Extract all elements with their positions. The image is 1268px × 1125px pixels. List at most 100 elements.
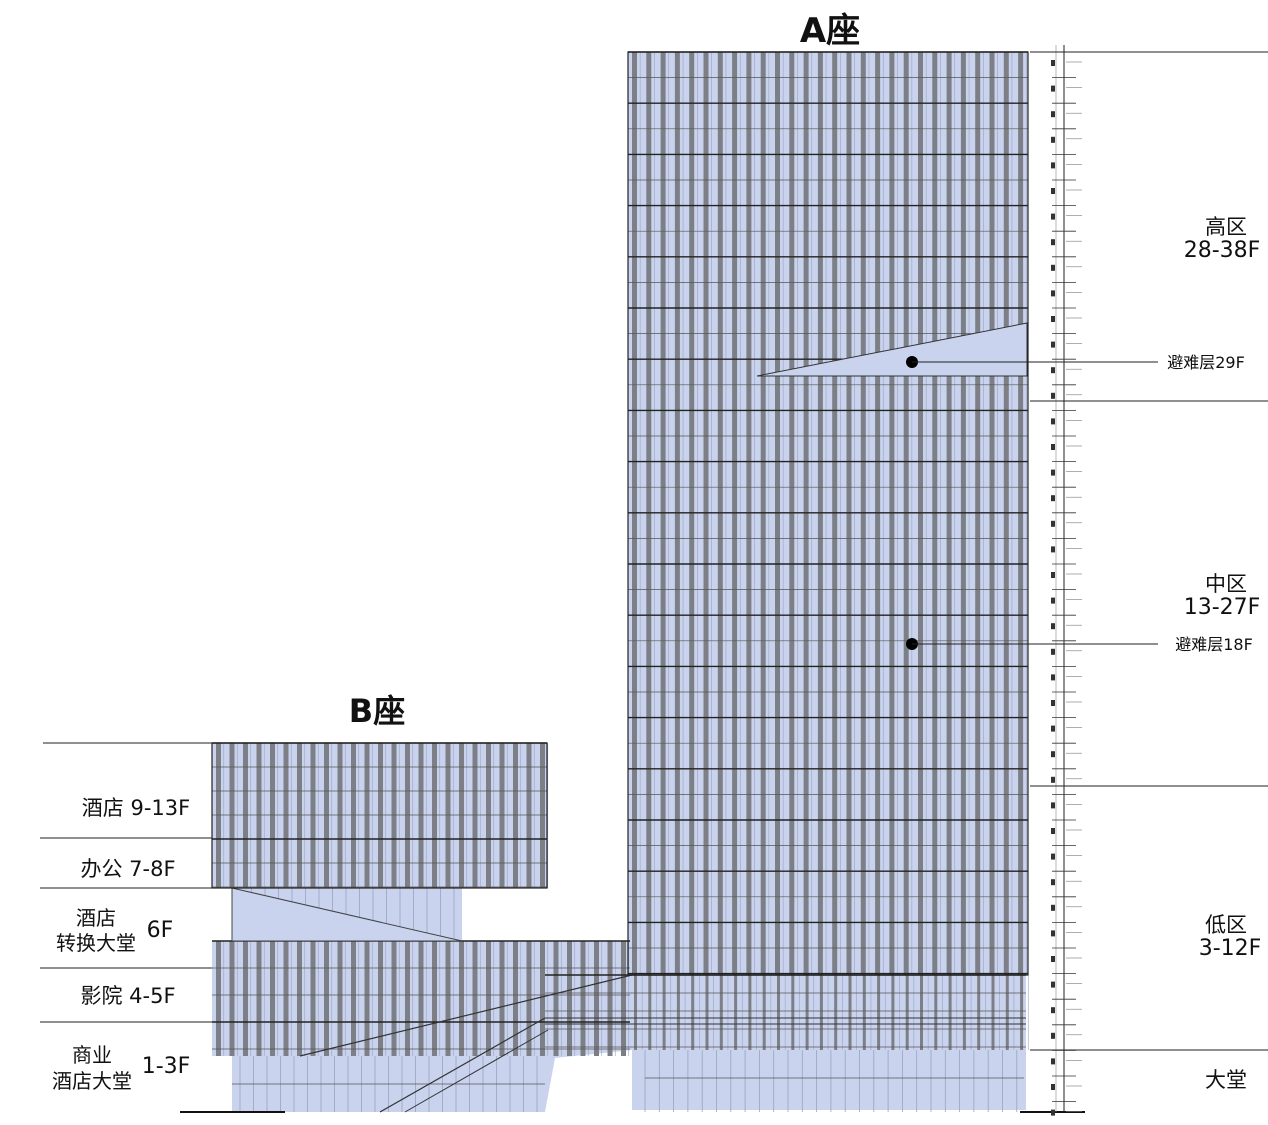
datum-mark — [1051, 213, 1055, 220]
b-transfer-reveal — [231, 887, 463, 942]
mullion — [634, 975, 637, 1050]
datum-mark — [1051, 1032, 1055, 1039]
tower-a-outline — [627, 51, 1029, 976]
mullion — [391, 743, 397, 888]
datum-mark — [1051, 981, 1055, 988]
datum-mark — [1051, 392, 1055, 399]
mullion — [324, 941, 329, 1056]
mullion — [567, 941, 572, 1056]
b-zone-cinema-label: 影院 4-5F — [80, 984, 175, 1008]
mullion — [1005, 975, 1009, 1050]
mullion — [499, 743, 505, 888]
mullion — [364, 743, 370, 888]
mullion — [418, 743, 424, 888]
b-ramp-line-1 — [299, 974, 633, 1057]
b-ramp-line-3 — [404, 1029, 549, 1113]
datum-mark — [1051, 85, 1055, 92]
datum-mark — [1051, 1109, 1055, 1116]
mullion — [405, 743, 410, 888]
datum-mark — [1051, 418, 1055, 425]
zone-low-range: 3-12F — [1199, 936, 1262, 961]
mullion — [229, 743, 235, 888]
mullion — [513, 941, 518, 1056]
mullion — [991, 975, 995, 1050]
mullion — [553, 941, 559, 1056]
mullion — [472, 743, 478, 888]
mullion — [310, 743, 316, 888]
tower-a-title: A座 — [800, 11, 860, 51]
zone-mid-range: 13-27F — [1184, 595, 1261, 620]
mullion — [459, 941, 464, 1056]
datum-mark — [1051, 1007, 1055, 1014]
datum-mark — [1051, 341, 1055, 348]
datum-mark — [1051, 648, 1055, 655]
mullion — [580, 941, 586, 1056]
b-ramp-line-2 — [379, 1017, 546, 1113]
mullion — [283, 743, 289, 888]
mullion — [734, 975, 738, 1050]
datum-mark — [1051, 546, 1055, 553]
b-zone-transfer-line2: 转换大堂 — [56, 931, 136, 955]
datum-mark — [1051, 572, 1055, 578]
datum-mark — [1051, 469, 1055, 476]
zone-high-range: 28-38F — [1184, 238, 1261, 263]
mullion — [920, 975, 923, 1050]
datum-mark — [1051, 956, 1055, 962]
mullion — [337, 743, 343, 888]
mullion — [862, 975, 866, 1050]
datum-mark — [1051, 188, 1055, 194]
mullion — [607, 941, 613, 1056]
mullion — [486, 941, 491, 1056]
mullion — [621, 941, 626, 1056]
zone-mid-name: 中区 — [1205, 572, 1247, 596]
mullion — [216, 941, 221, 1056]
mullion — [513, 743, 518, 888]
datum-mark — [1051, 444, 1055, 450]
mullion — [948, 975, 952, 1050]
mullion — [499, 941, 505, 1056]
datum-mark — [1051, 597, 1055, 604]
mullion — [364, 941, 370, 1056]
mullion — [805, 975, 809, 1050]
mullion — [297, 941, 302, 1056]
mullion — [962, 975, 966, 1050]
mullion — [391, 941, 397, 1056]
mullion — [905, 975, 909, 1050]
level-datum-column — [1051, 45, 1082, 1116]
datum-mark — [1051, 111, 1055, 118]
datum-mark — [1051, 904, 1055, 911]
mullion — [351, 941, 356, 1056]
mullion — [791, 975, 795, 1050]
mullion — [486, 743, 491, 888]
datum-mark — [1051, 367, 1055, 374]
mullion — [378, 941, 383, 1056]
refuge-18f-label: 避难层18F — [1175, 635, 1253, 654]
datum-mark — [1051, 700, 1055, 706]
datum-mark — [1051, 136, 1055, 143]
mullion — [777, 975, 780, 1050]
datum-mark — [1051, 1084, 1055, 1090]
mullion — [526, 743, 532, 888]
b-zone-office-label: 办公 7-8F — [80, 857, 175, 881]
mullion — [270, 941, 275, 1056]
b-zone-retail-floor: 1-3F — [142, 1054, 191, 1079]
mullion — [459, 743, 464, 888]
mullion — [337, 941, 343, 1056]
b-zone-transfer-floor: 6F — [147, 918, 174, 943]
b-zone-transfer-line1: 酒店 — [76, 906, 116, 930]
mullion — [229, 941, 235, 1056]
mullion — [472, 941, 478, 1056]
datum-mark — [1051, 930, 1055, 937]
datum-mark — [1051, 623, 1055, 630]
mullion — [243, 941, 248, 1056]
mullion — [834, 975, 838, 1050]
mullion — [705, 975, 709, 1050]
zone-lobby-label: 大堂 — [1205, 1068, 1247, 1092]
datum-mark — [1051, 725, 1055, 732]
datum-mark — [1051, 674, 1055, 681]
datum-mark — [1051, 264, 1055, 271]
mullion — [256, 941, 262, 1056]
mullion — [540, 941, 545, 1056]
mullion — [819, 975, 823, 1050]
